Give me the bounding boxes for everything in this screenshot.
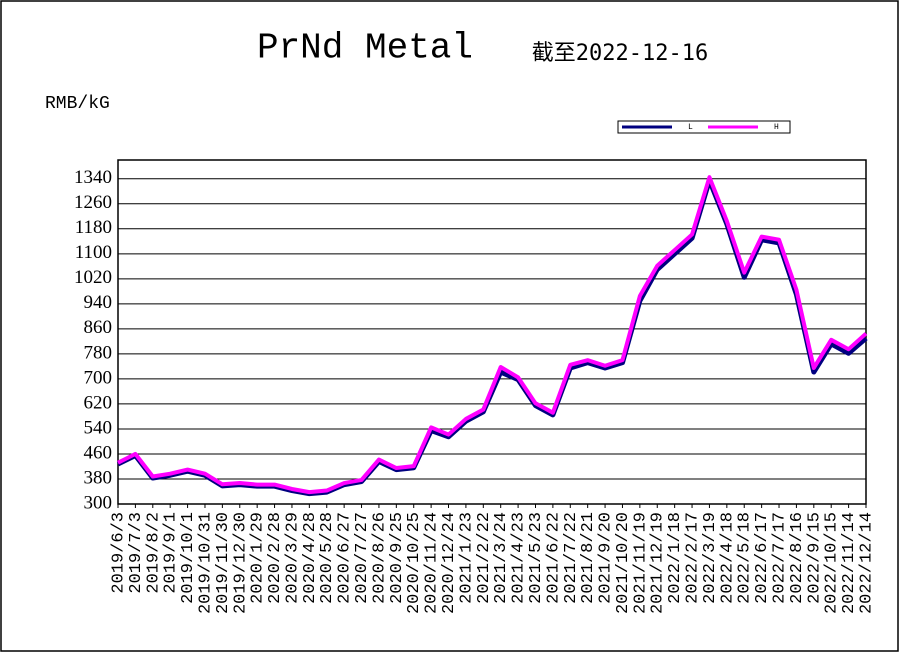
x-tick-label: 2019/10/1: [179, 512, 198, 604]
y-tick-label: 300: [84, 492, 113, 513]
x-tick-label: 2020/7/27: [353, 512, 372, 604]
x-tick-label: 2022/12/14: [857, 512, 876, 614]
plot-border: [117, 159, 867, 505]
x-tick-label: 2020/10/25: [405, 512, 424, 614]
chart-subtitle: 截至2022-12-16: [532, 41, 708, 66]
x-tick-label: 2022/1/18: [666, 512, 685, 604]
x-tick-label: 2019/7/3: [127, 512, 146, 594]
x-tick-label: 2020/11/24: [423, 512, 442, 614]
plot-area: [118, 160, 866, 504]
y-tick-label: 460: [84, 442, 113, 463]
x-tick-label: 2020/1/29: [249, 512, 268, 604]
x-tick-label: 2021/9/20: [597, 512, 616, 604]
x-tick-label: 2020/4/28: [301, 512, 320, 604]
x-tick-label: 2021/2/22: [475, 512, 494, 604]
x-tick-label: 2022/9/15: [805, 512, 824, 604]
y-tick-label: 1020: [74, 267, 112, 288]
x-tick-label: 2020/8/26: [370, 512, 389, 604]
x-tick-label: 2020/3/29: [283, 512, 302, 604]
y-tick-label: 380: [84, 467, 113, 488]
y-tick-label: 1260: [74, 192, 112, 213]
x-tick-label: 2021/1/23: [457, 512, 476, 604]
x-tick-label: 2019/12/30: [231, 512, 250, 614]
x-tick-label: 2021/8/21: [579, 512, 598, 604]
x-tick-label: 2020/6/27: [336, 512, 355, 604]
y-tick-label: 700: [84, 367, 113, 388]
x-tick-label: 2022/10/15: [823, 512, 842, 614]
x-tick-label: 2022/7/17: [771, 512, 790, 604]
chart-title: PrNd Metal: [257, 28, 473, 69]
x-tick-label: 2022/5/18: [736, 512, 755, 604]
x-tick-label: 2022/6/17: [753, 512, 772, 604]
x-tick-label: 2021/12/19: [649, 512, 668, 614]
x-tick-label: 2019/10/31: [196, 512, 215, 614]
y-tick-label: 540: [84, 417, 113, 438]
x-tick-label: 2019/8/2: [144, 512, 163, 594]
legend-label: H: [774, 123, 779, 132]
x-tick-label: 2021/5/23: [527, 512, 546, 604]
x-tick-label: 2020/9/25: [388, 512, 407, 604]
y-axis-label: RMB/kG: [45, 94, 110, 114]
x-tick-label: 2022/4/18: [718, 512, 737, 604]
x-tick-label: 2022/11/14: [840, 512, 859, 614]
x-tick-label: 2019/9/1: [162, 512, 181, 594]
y-tick-label: 780: [84, 342, 113, 363]
x-tick-label: 2021/6/22: [544, 512, 563, 604]
x-tick-label: 2020/5/28: [318, 512, 337, 604]
legend-label: L: [688, 123, 693, 132]
y-tick-label: 860: [84, 317, 113, 338]
x-tick-label: 2022/3/19: [701, 512, 720, 604]
x-tick-label: 2019/6/3: [109, 512, 128, 594]
x-tick-label: 2021/3/24: [492, 512, 511, 604]
x-tick-label: 2021/7/22: [562, 512, 581, 604]
line: [117, 175, 868, 495]
x-tick-label: 2021/10/20: [614, 512, 633, 614]
x-tick-label: 2021/11/19: [631, 512, 650, 614]
x-tick-label: 2022/8/16: [788, 512, 807, 604]
x-tick-label: 2020/12/24: [440, 512, 459, 614]
x-tick-label: 2022/2/17: [684, 512, 703, 604]
y-tick-label: 1340: [74, 167, 112, 188]
x-tick-label: 2019/11/30: [214, 512, 233, 614]
x-tick-label: 2021/4/23: [510, 512, 529, 604]
x-tick-label: 2020/2/28: [266, 512, 285, 604]
legend: [617, 120, 791, 134]
y-tick-label: 620: [84, 392, 113, 413]
y-tick-label: 1100: [75, 242, 112, 263]
y-tick-label: 940: [84, 292, 113, 313]
y-tick-label: 1180: [75, 217, 112, 238]
